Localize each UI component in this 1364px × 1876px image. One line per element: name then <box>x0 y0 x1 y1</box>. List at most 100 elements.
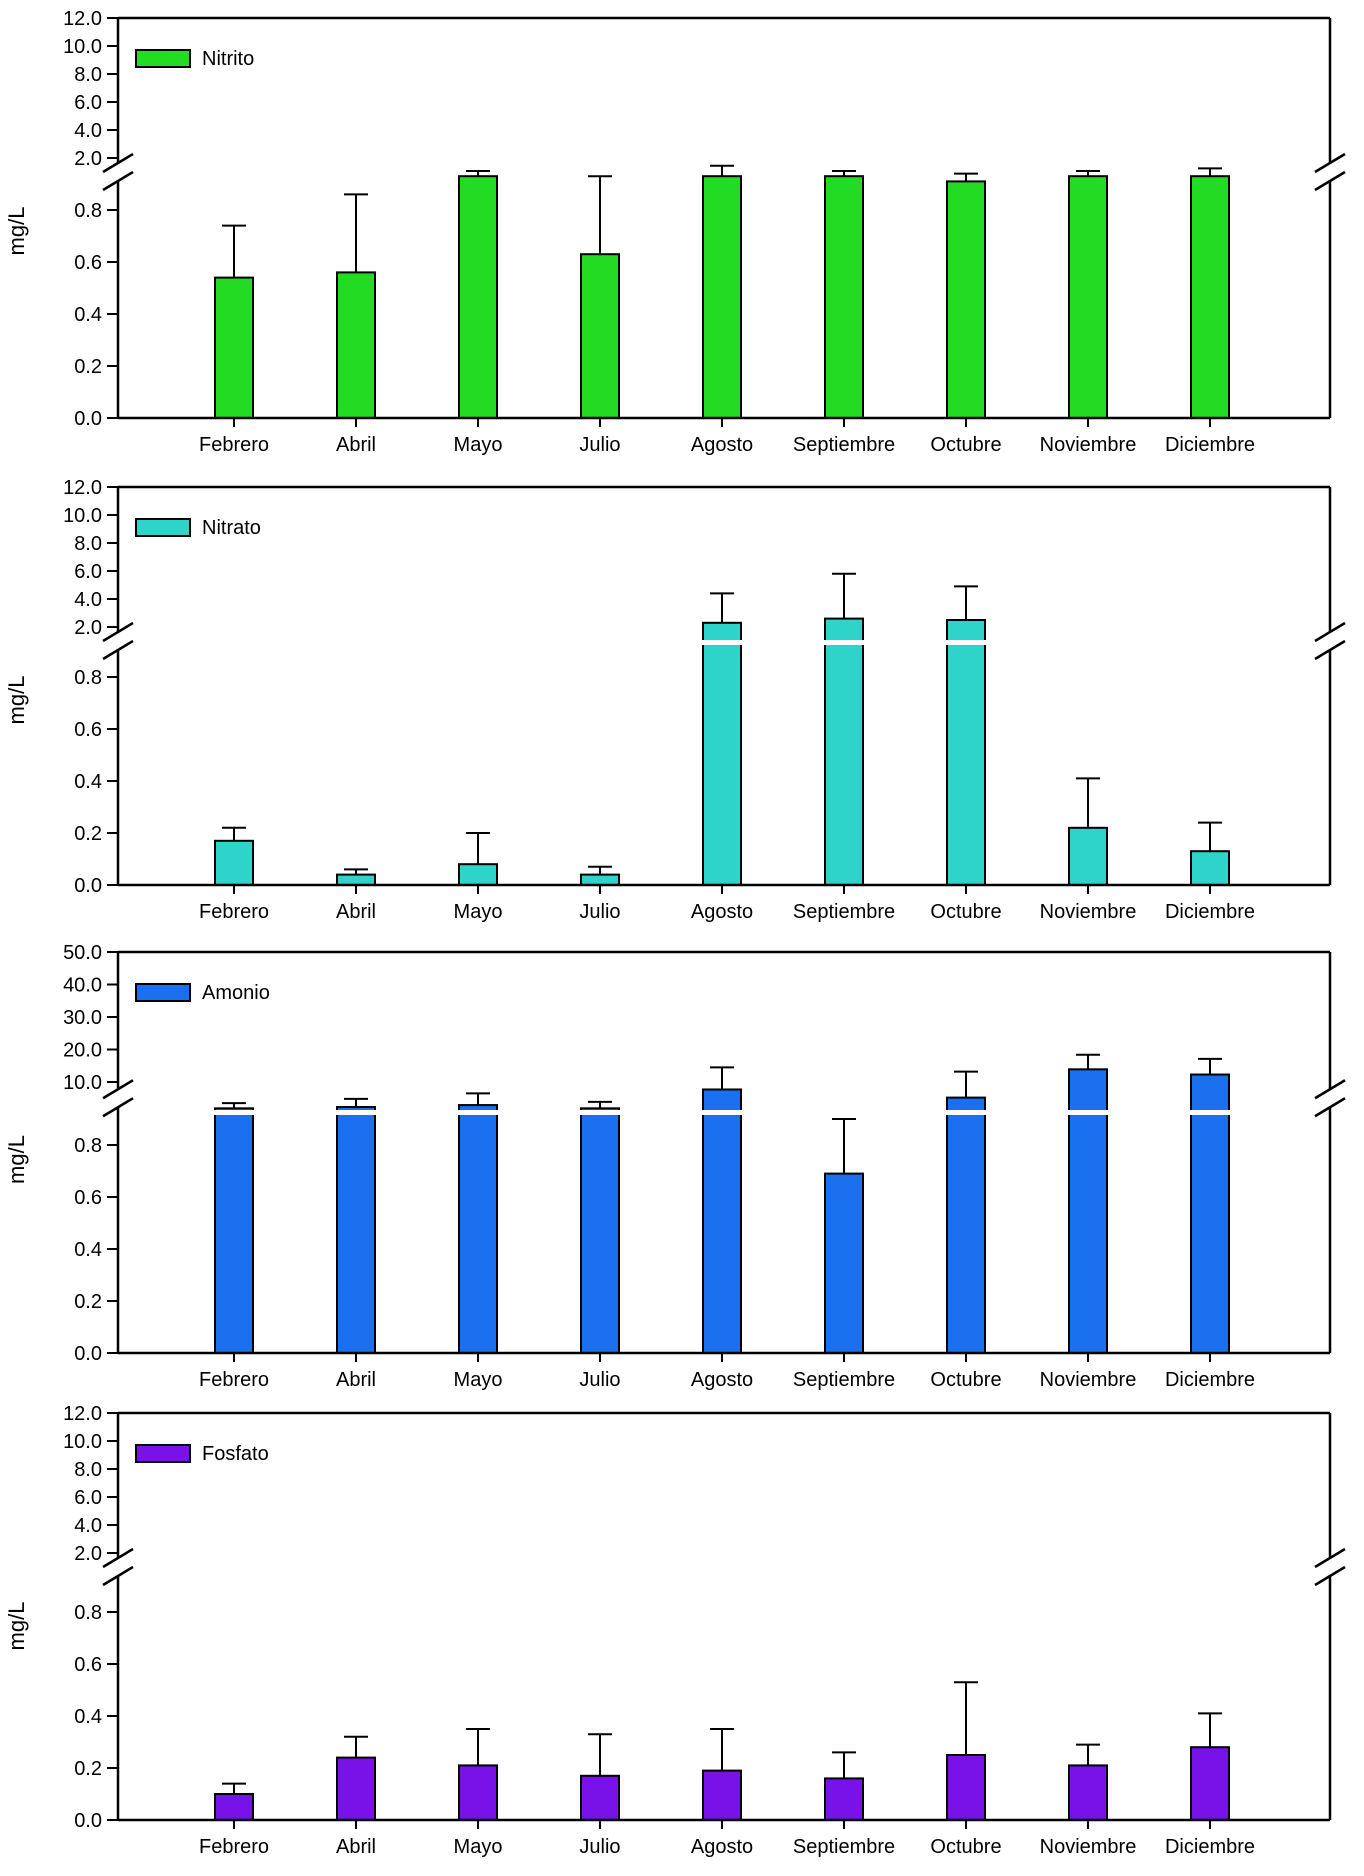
y-tick-label: 4.0 <box>74 1515 102 1537</box>
x-tick-label-octubre: Octubre <box>930 1836 1001 1858</box>
x-tick-label-agosto: Agosto <box>691 901 753 923</box>
axis-break-mark <box>1314 1547 1346 1569</box>
legend-label-fosfato: Fosfato <box>202 1443 269 1465</box>
bar-nitrato-diciembre <box>1190 850 1230 887</box>
axis-break-stripe <box>457 1110 499 1115</box>
bar-fosfato-abril <box>336 1756 376 1821</box>
x-tick-label-septiembre: Septiembre <box>793 434 895 456</box>
bar-nitrato-agosto <box>702 621 742 886</box>
y-axis-title: mg/L <box>4 207 29 256</box>
x-tick-label-diciembre: Diciembre <box>1165 1369 1255 1391</box>
panel-nitrato: 12.0 10.0 8.0 6.0 4.0 2.0 0.8 0.6 0.4 0.2 0.0 Febre… <box>4 477 1346 923</box>
bar-nitrato-octubre <box>946 619 986 886</box>
bar-nitrato-mayo <box>458 863 498 887</box>
x-tick-label-septiembre: Septiembre <box>793 901 895 923</box>
bar-nitrato-noviembre <box>1068 826 1108 886</box>
x-tick-label-mayo: Mayo <box>454 901 503 923</box>
bar-amonio-noviembre <box>1068 1068 1108 1354</box>
axis-break-stripe <box>823 640 865 645</box>
y-tick-label: 6.0 <box>74 1487 102 1509</box>
axis-break-mark <box>102 1547 134 1569</box>
bar-amonio-agosto <box>702 1088 742 1354</box>
y-tick-label: 6.0 <box>74 92 102 114</box>
x-tick-label-diciembre: Diciembre <box>1165 1836 1255 1858</box>
x-tick-label-octubre: Octubre <box>930 901 1001 923</box>
x-tick-label-mayo: Mayo <box>454 1836 503 1858</box>
y-tick-label: 10.0 <box>63 1072 102 1094</box>
y-tick-label: 12.0 <box>63 8 102 30</box>
y-axis-title: mg/L <box>4 1602 29 1651</box>
y-tick-label: 2.0 <box>74 148 102 170</box>
bar-nitrato-septiembre <box>824 617 864 886</box>
y-tick-label: 4.0 <box>74 589 102 611</box>
axis-break-stripe <box>335 1110 377 1115</box>
legend-swatch-nitrito <box>135 49 191 68</box>
y-tick-label: 0.4 <box>74 1706 102 1728</box>
y-tick-label: 40.0 <box>63 975 102 997</box>
y-tick-label: 8.0 <box>74 64 102 86</box>
bar-amonio-mayo <box>458 1104 498 1354</box>
axis-break-stripe <box>945 640 987 645</box>
axis-break-stripe <box>1189 1110 1231 1115</box>
panel-nitrito: 12.0 10.0 8.0 6.0 4.0 2.0 0.8 0.6 0.4 0.2 0.0 Febre… <box>4 8 1346 456</box>
x-tick-label-abril: Abril <box>336 1369 376 1391</box>
axis-break-stripe <box>213 1110 255 1115</box>
axis-break-stripe <box>945 1110 987 1115</box>
y-tick-label: 0.6 <box>74 719 102 741</box>
y-tick-label: 0.2 <box>74 356 102 378</box>
x-tick-label-octubre: Octubre <box>930 1369 1001 1391</box>
bar-amonio-julio <box>580 1107 620 1354</box>
bar-fosfato-diciembre <box>1190 1746 1230 1821</box>
bar-nitrito-mayo <box>458 175 498 419</box>
legend-swatch-amonio <box>135 983 191 1002</box>
legend-label-nitrato: Nitrato <box>202 517 261 539</box>
x-tick-label-septiembre: Septiembre <box>793 1836 895 1858</box>
x-tick-label-diciembre: Diciembre <box>1165 901 1255 923</box>
bar-nitrito-febrero <box>214 276 254 419</box>
y-tick-label: 30.0 <box>63 1007 102 1029</box>
axis-break-stripe <box>1067 1110 1109 1115</box>
axis-break-mark <box>1314 621 1346 643</box>
axis-break-mark <box>102 1097 134 1118</box>
bar-fosfato-julio <box>580 1774 620 1822</box>
x-tick-label-febrero: Febrero <box>199 434 269 456</box>
y-tick-label: 0.8 <box>74 667 102 689</box>
y-tick-label: 10.0 <box>63 505 102 527</box>
axis-break-stripe <box>701 640 743 645</box>
legend-label-nitrito: Nitrito <box>202 48 254 70</box>
y-tick-label: 0.0 <box>74 1810 102 1832</box>
y-tick-label: 20.0 <box>63 1040 102 1062</box>
x-tick-label-noviembre: Noviembre <box>1040 901 1137 923</box>
y-tick-label: 4.0 <box>74 120 102 142</box>
bar-nitrito-diciembre <box>1190 175 1230 419</box>
x-tick-label-febrero: Febrero <box>199 901 269 923</box>
x-tick-label-noviembre: Noviembre <box>1040 434 1137 456</box>
y-axis-title: mg/L <box>4 676 29 725</box>
x-tick-label-febrero: Febrero <box>199 1836 269 1858</box>
x-tick-label-julio: Julio <box>579 901 620 923</box>
bar-fosfato-septiembre <box>824 1777 864 1822</box>
legend-swatch-fosfato <box>135 1444 191 1463</box>
axis-break-stripe <box>579 1110 621 1115</box>
x-tick-label-abril: Abril <box>336 434 376 456</box>
bar-amonio-septiembre <box>824 1172 864 1354</box>
y-tick-label: 0.8 <box>74 1602 102 1624</box>
axis-break-mark <box>102 1079 134 1100</box>
axis-break-mark <box>102 639 134 661</box>
y-tick-label: 8.0 <box>74 533 102 555</box>
axis-break-mark <box>1314 152 1346 174</box>
bar-nitrito-octubre <box>946 180 986 419</box>
x-tick-label-julio: Julio <box>579 434 620 456</box>
axis-break-stripe <box>701 1110 743 1115</box>
x-tick-label-agosto: Agosto <box>691 1369 753 1391</box>
bar-amonio-octubre <box>946 1096 986 1354</box>
x-tick-label-abril: Abril <box>336 1836 376 1858</box>
axis-break-mark <box>102 1565 134 1587</box>
y-tick-label: 0.4 <box>74 304 102 326</box>
bar-nitrato-julio <box>580 873 620 886</box>
bar-nitrito-noviembre <box>1068 175 1108 419</box>
x-tick-label-noviembre: Noviembre <box>1040 1369 1137 1391</box>
legend-label-amonio: Amonio <box>202 982 270 1004</box>
